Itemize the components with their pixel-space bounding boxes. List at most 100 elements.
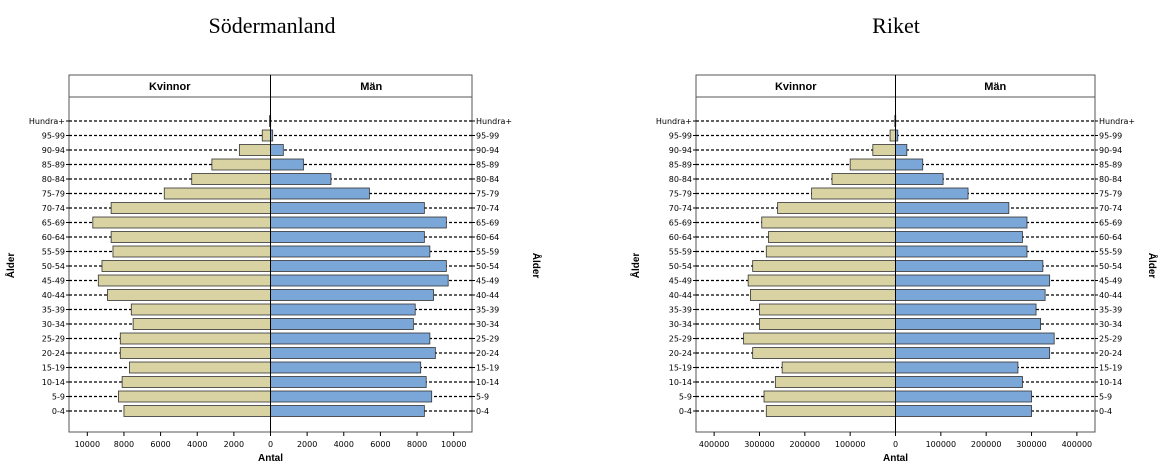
age-label-right: 10-14 (1099, 378, 1122, 387)
x-tick-label: 6000 (370, 440, 390, 449)
age-label-right: 0-4 (476, 407, 489, 416)
x-axis-title: Antal (258, 453, 283, 464)
age-label-left: 60-64 (42, 233, 65, 242)
age-label-left: 45-49 (42, 277, 65, 286)
age-label-left: 45-49 (669, 277, 692, 286)
bar-kvinnor (761, 216, 896, 229)
bar-kvinnor (163, 187, 271, 200)
bar-kvinnor (747, 274, 896, 287)
x-tick-label: 200000 (971, 440, 1002, 449)
bar-man (895, 260, 1044, 272)
age-label-right: 55-59 (1099, 248, 1122, 257)
bar-kvinnor (759, 303, 896, 316)
bar-kvinnor (752, 347, 896, 359)
bar-kvinnor (112, 245, 271, 258)
age-label-right: 95-99 (476, 132, 499, 141)
bar-man (895, 187, 969, 200)
age-label-left: 90-94 (669, 146, 692, 155)
bar-man (270, 390, 433, 403)
bar-man (270, 376, 427, 388)
bar-man (895, 144, 908, 156)
age-label-right: 85-89 (476, 161, 499, 170)
x-tick-label: 0 (268, 440, 273, 449)
bar-kvinnor (110, 231, 271, 243)
bar-kvinnor (889, 129, 896, 142)
y-axis-title-left: Ålder (4, 253, 17, 279)
bar-man (270, 187, 370, 200)
bar-kvinnor (238, 144, 271, 156)
age-label-right: 35-39 (476, 306, 499, 315)
age-label-right: 30-34 (1099, 320, 1122, 329)
age-label-left: 10-14 (42, 378, 65, 387)
age-label-right: 95-99 (1099, 132, 1122, 141)
age-label-right: 65-69 (1099, 219, 1122, 228)
bar-man (270, 144, 284, 156)
bar-man (895, 202, 1010, 214)
age-label-right: 20-24 (1099, 349, 1122, 358)
bar-man (270, 274, 449, 287)
age-label-left: 65-69 (42, 219, 65, 228)
bar-kvinnor (118, 390, 271, 403)
bar-kvinnor (191, 173, 271, 185)
bar-man (895, 361, 1019, 374)
age-label-right: 20-24 (476, 349, 499, 358)
bar-kvinnor (211, 158, 271, 171)
age-label-left: 30-34 (42, 320, 65, 329)
bar-kvinnor (849, 158, 896, 171)
x-tick-label: 2000 (297, 440, 317, 449)
age-label-left: 85-89 (42, 161, 65, 170)
bar-man (270, 289, 434, 301)
age-label-right: 65-69 (476, 219, 499, 228)
x-tick-label: 8000 (407, 440, 427, 449)
x-tick-label: 100000 (926, 440, 957, 449)
bar-man (895, 318, 1041, 330)
bar-man (895, 289, 1046, 301)
age-label-left: 65-69 (669, 219, 692, 228)
bar-man (895, 390, 1032, 403)
age-label-left: 5-9 (52, 393, 65, 402)
bar-kvinnor (119, 347, 271, 359)
age-label-left: 55-59 (42, 248, 65, 257)
y-axis-title-right: Ålder (1146, 253, 1158, 279)
bar-man (895, 173, 944, 185)
age-label-right: 5-9 (476, 393, 489, 402)
age-label-left: 25-29 (42, 335, 65, 344)
age-label-right: 70-74 (476, 204, 499, 213)
age-label-left: 60-64 (669, 233, 692, 242)
x-tick-label: 300000 (744, 440, 775, 449)
age-label-right: 80-84 (1099, 175, 1122, 184)
pyramid-chart-sodermanland: Kvinnor Män 0-4 0-4 5-9 5-9 10-14 10-14 15-19 15-… (4, 74, 543, 464)
bar-man (270, 405, 425, 417)
bar-man (270, 332, 431, 345)
age-label-right: 80-84 (476, 175, 499, 184)
age-label-left: 5-9 (679, 393, 692, 402)
age-label-right: 55-59 (476, 248, 499, 257)
x-tick-label: 300000 (1016, 440, 1047, 449)
y-axis-title-right: Ålder (530, 253, 543, 279)
bar-kvinnor (811, 187, 896, 200)
bar-kvinnor (743, 332, 896, 345)
age-label-right: 60-64 (476, 233, 499, 242)
age-label-left: 0-4 (679, 407, 692, 416)
bar-man (895, 303, 1037, 316)
bar-man (270, 347, 436, 359)
panel-header-man: Män (984, 81, 1006, 93)
age-label-left: Hundra+ (656, 117, 692, 126)
bar-man (270, 216, 447, 229)
x-tick-label: 6000 (150, 440, 170, 449)
age-label-left: 40-44 (669, 291, 692, 300)
bar-kvinnor (777, 202, 896, 214)
bar-kvinnor (872, 144, 896, 156)
age-label-left: 0-4 (52, 407, 65, 416)
age-label-left: 40-44 (42, 291, 65, 300)
bar-kvinnor (781, 361, 896, 374)
bar-man (270, 260, 447, 272)
bar-man (895, 274, 1051, 287)
x-tick-label: 2000 (224, 440, 244, 449)
bar-kvinnor (130, 303, 271, 316)
bar-man (895, 245, 1028, 258)
age-label-right: 40-44 (476, 291, 499, 300)
pyramid-chart-riket: Kvinnor Män 0-4 0-4 5-9 5-9 10-14 10-14 15-19 15-… (629, 74, 1158, 464)
age-label-left: 75-79 (669, 190, 692, 199)
age-label-left: 50-54 (669, 262, 692, 271)
